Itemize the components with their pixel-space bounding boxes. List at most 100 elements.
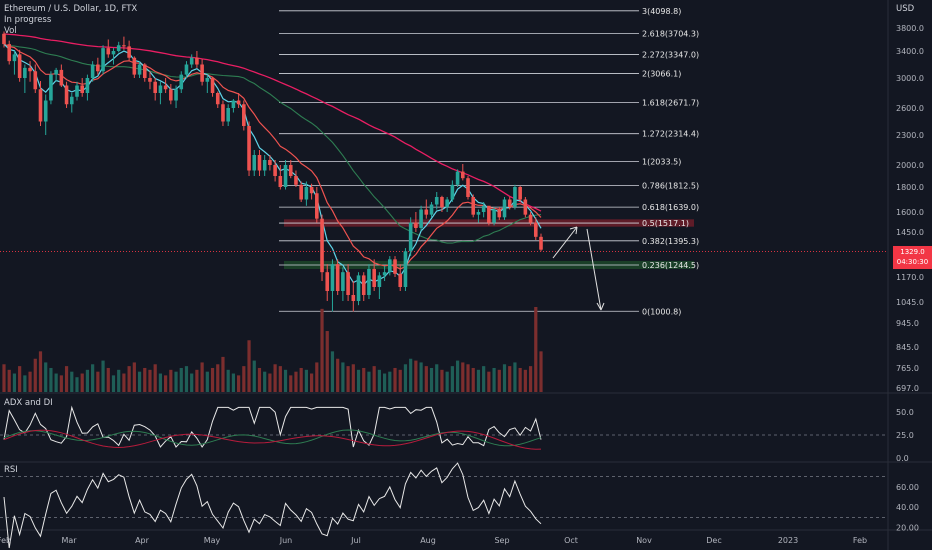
volume-bar [388,371,392,392]
candle-body [466,178,470,197]
volume-bar [539,351,543,392]
candle-body [471,197,476,215]
candle-body [361,275,366,295]
arrow-down [586,228,602,311]
fibonacci-retracement[interactable]: 3(4098.8) 2.618(3704.3) 2.272(3347.0) 2(306… [279,7,699,316]
fib-level-label: 1.272(2314.4) [642,130,699,139]
candle-body [49,74,53,101]
time-axis[interactable]: Feb Mar Apr May Jun Jul Aug Sep Oct Nov Dec 2023 Feb [0,536,867,545]
time-tick-label: May [204,536,221,545]
volume-bar [210,367,215,392]
volume-bar [158,373,163,392]
adx-tick-label: 0.0 [896,454,909,463]
currency-label: USD [896,4,915,14]
volume-bar [91,364,95,392]
volume-bar [461,362,465,392]
projection-arrows[interactable] [552,226,605,311]
candle-body [142,64,147,78]
volume-bar [221,356,225,392]
candle-body [288,165,293,176]
fib-level-label: 1.618(2671.7) [642,99,699,108]
fib-level-label: 2.618(3704.3) [642,30,699,39]
volume-bar [320,308,324,392]
candle-body [393,259,397,274]
volume-bar [179,367,183,392]
time-tick-label: Jul [350,536,361,545]
di-minus-line [3,429,542,450]
volume-bar [96,371,100,392]
volume-bar [299,367,303,392]
volume-bar [346,366,350,392]
volume-bar [393,367,397,392]
candle-body [372,268,376,287]
candlesticks[interactable] [2,31,543,312]
volume-bar [356,369,361,392]
volume-bar [23,375,27,392]
volume-bar [497,369,501,392]
volume-bar [226,369,230,392]
candle-body [330,264,335,291]
candle-body [90,64,95,78]
candle-body [424,209,429,215]
rsi-tick-label: 60.00 [896,483,919,492]
candle-body [398,273,403,287]
candle-body [242,104,246,126]
volume-bar [252,360,256,392]
candle-body [215,93,220,105]
candle-body [414,222,418,228]
volume-bar [294,371,298,392]
volume-bar [153,364,157,392]
adx-tick-label: 50.0 [896,408,914,417]
time-tick-label: Feb [0,536,11,545]
time-tick-label: Feb [853,536,867,545]
rsi-title[interactable]: RSI [4,465,18,475]
volume-bar [429,367,434,392]
rsi-line [3,462,542,549]
price-tick-label: 697.0 [896,384,919,393]
price-tick-label: 1450.0 [896,228,924,237]
candle-body [75,85,79,97]
volume-legend[interactable]: Vol [4,26,17,36]
candle-body [294,176,298,185]
candle-body [210,78,215,93]
ma-long-line [3,33,542,212]
volume-bar [111,375,116,392]
volume-bar [122,373,126,392]
symbol-title[interactable]: Ethereum / U.S. Dollar, 1D, FTX [4,4,138,14]
volume-bar [382,373,387,392]
status-text: In progress [4,15,52,25]
volume-bar [502,364,507,392]
adx-tick-label: 25.0 [896,431,914,440]
candle-body [184,64,189,75]
time-tick-label: Apr [135,536,150,545]
volume-bar [482,366,486,392]
candle-body [476,212,481,215]
candle-body [122,45,126,47]
current-price-badge: 1329.0 04:30:30 [893,246,932,269]
volume-bar [106,367,110,392]
candle-body [2,33,6,45]
candle-body [335,264,340,291]
volume-bar [268,373,272,392]
candle-body [169,89,173,101]
candle-body [445,199,449,207]
time-tick-label: Mar [61,536,77,545]
adx-title[interactable]: ADX and DI [4,398,53,408]
ema-fast-line [3,43,542,286]
volume-bar [101,360,105,392]
volume-bar [471,367,475,392]
candle-body [153,81,157,93]
price-tick-label: 3000.0 [896,74,924,83]
candle-body [460,171,465,179]
volume-bar [75,377,79,392]
volume-bar [315,362,319,392]
candle-body [116,45,121,51]
candle-body [33,71,38,90]
volume-bar [289,375,293,392]
volume-bar [492,367,496,392]
candle-body [111,51,116,55]
candle-body [518,187,522,200]
candle-body [533,222,538,237]
